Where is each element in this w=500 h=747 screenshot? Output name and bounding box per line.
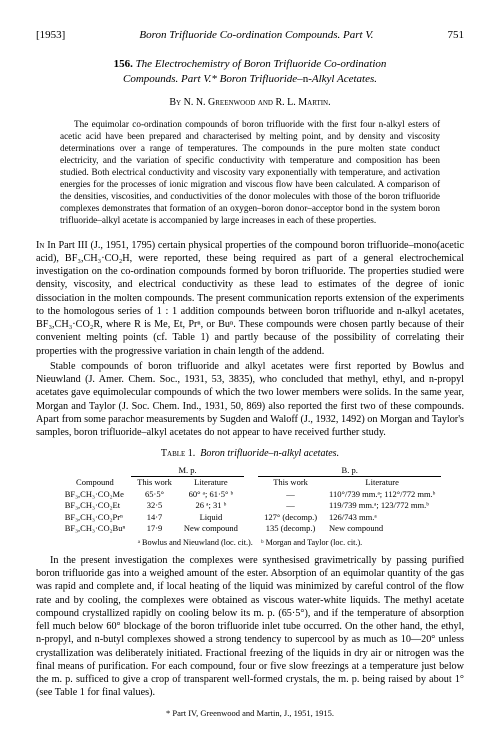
cell: New compound [178,523,244,534]
cell: 119/739 mm.ᵃ; 123/772 mm.ᵇ [323,500,441,511]
cell-compound: BF₃,CH₃·CO₂Et [59,500,131,511]
cell: New compound [323,523,441,534]
header-page: 751 [448,28,465,43]
cell: 26 ᵃ; 31 ᵇ [178,500,244,511]
th-mp-group: M. p. [131,465,244,477]
paragraph-2: Stable compounds of boron trifluoride an… [36,360,464,440]
cell: Liquid [178,512,244,523]
cell: 110°/739 mm.ᵃ; 112°/772 mm.ᵇ [323,489,441,500]
article-title: 156. The Electrochemistry of Boron Trifl… [36,57,464,88]
table-group-row: M. p. B. p. [59,465,442,477]
table-row: BF₃,CH₃·CO₂Me 65·5° 60° ᵃ; 61·5° ᵇ — 110… [59,489,442,500]
table-caption: Table 1. Boron trifluoride–n-alkyl aceta… [36,447,464,461]
th-compound: Compound [59,477,131,489]
body-text-2: In the present investigation the complex… [36,554,464,700]
table-row: BF₃,CH₃·CO₂Prⁿ 14·7 Liquid 127° (decomp.… [59,512,442,523]
paragraph-3: In the present investigation the complex… [36,554,464,700]
th-mp-thiswork: This work [131,477,178,489]
th-bp-lit: Literature [323,477,441,489]
body-text: In In Part III (J., 1951, 1795) certain … [36,239,464,440]
th-bp-thiswork: This work [258,477,323,489]
table-header-row: Compound This work Literature This work … [59,477,442,489]
authors-line: By N. N. Greenwood and R. L. Martin. [36,96,464,110]
cell-compound: BF₃,CH₃·CO₂Buⁿ [59,523,131,534]
paragraph-1: In In Part III (J., 1951, 1795) certain … [36,239,464,358]
abstract-text: The equimolar co-ordination compounds of… [60,119,440,227]
title-line-2b: -Alkyl Acetates. [308,73,377,85]
cell-compound: BF₃,CH₃·CO₂Me [59,489,131,500]
cell-compound: BF₃,CH₃·CO₂Prⁿ [59,512,131,523]
cell: 135 (decomp.) [258,523,323,534]
title-line-2a: Compounds. Part V.* Boron Trifluoride– [123,73,303,85]
table-label: Table 1. [161,448,195,459]
table-row: BF₃,CH₃·CO₂Et 32·5 26 ᵃ; 31 ᵇ — 119/739 … [59,500,442,511]
cell: — [258,489,323,500]
header-running-title: Boron Trifluoride Co-ordination Compound… [139,28,373,43]
cell: 14·7 [131,512,178,523]
th-mp-lit: Literature [178,477,244,489]
table-footnotes: ᵃ Bowlus and Nieuwland (loc. cit.). ᵇ Mo… [36,537,464,548]
cell: 17·9 [131,523,178,534]
th-bp-group: B. p. [258,465,441,477]
data-table: M. p. B. p. Compound This work Literatur… [59,465,442,535]
paragraph-1-text: In Part III (J., 1951, 1795) certain phy… [36,240,464,357]
cell: 65·5° [131,489,178,500]
article-number: 156. [114,58,133,70]
page-footnote: * Part IV, Greenwood and Martin, J., 195… [36,708,464,719]
table-title: Boron trifluoride–n-alkyl acetates. [200,448,339,459]
header-year: [1953] [36,28,65,43]
th-blank [59,465,131,477]
table-note-b: ᵇ Morgan and Taylor (loc. cit.). [261,538,362,547]
running-header: [1953] Boron Trifluoride Co-ordination C… [36,28,464,43]
cell: — [258,500,323,511]
cell: 60° ᵃ; 61·5° ᵇ [178,489,244,500]
authors: By N. N. Greenwood and R. L. Martin. [169,97,330,108]
table-row: BF₃,CH₃·CO₂Buⁿ 17·9 New compound 135 (de… [59,523,442,534]
cell: 32·5 [131,500,178,511]
cell: 127° (decomp.) [258,512,323,523]
table-note-a: ᵃ Bowlus and Nieuwland (loc. cit.). [138,538,253,547]
cell: 126/743 mm.ᵃ [323,512,441,523]
title-line-1: The Electrochemistry of Boron Trifluorid… [136,58,387,70]
